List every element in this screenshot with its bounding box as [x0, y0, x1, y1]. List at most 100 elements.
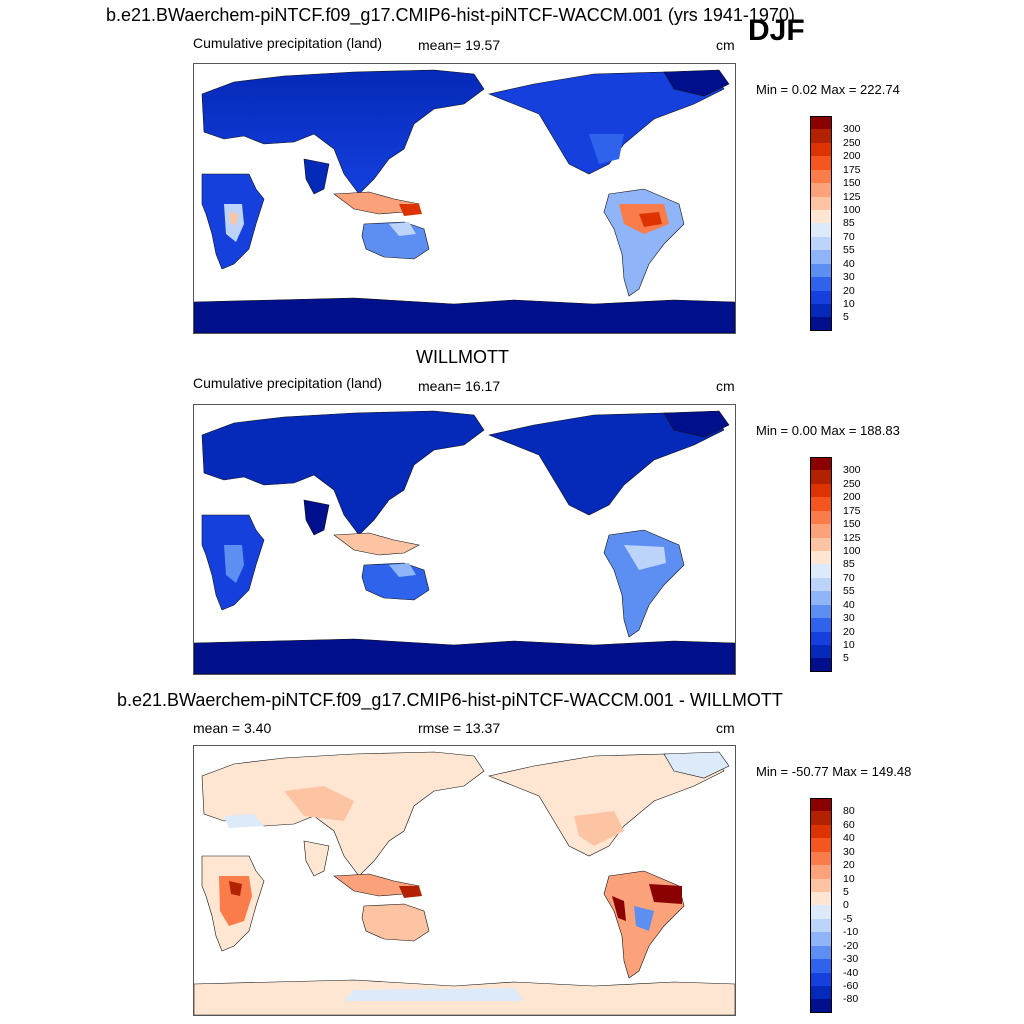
colorbar-tick-label: 5: [843, 886, 849, 898]
colorbar-cell: [810, 798, 832, 812]
colorbar-cell: [810, 878, 832, 892]
africa-peak-anomaly: [229, 881, 242, 896]
colorbar-tick-label: 300: [843, 123, 861, 136]
colorbar-cell: [810, 838, 832, 852]
colorbar-tick-label: 200: [843, 150, 861, 163]
colorbar-cell: [810, 591, 832, 605]
europe-anomaly: [224, 814, 264, 828]
brazil-peak-anomaly: [649, 884, 682, 904]
colorbar-cell: [810, 645, 832, 659]
colorbar-cell: [810, 524, 832, 538]
colorbar-tick-label: 10: [843, 639, 855, 652]
colorbar-cell: [810, 959, 832, 973]
colorbar-tick-label: 100: [843, 204, 861, 216]
colorbar-tick-label: -60: [843, 980, 859, 993]
colorbar-cell: [810, 824, 832, 839]
colorbar-cell: [810, 851, 832, 866]
colorbar-cell: [810, 196, 832, 210]
panel1-map: [193, 63, 736, 334]
colorbar-cell: [810, 945, 832, 960]
colorbar-tick-label: -30: [843, 953, 859, 966]
colorbar-cell: [810, 304, 832, 318]
colorbar-cell: [810, 317, 832, 331]
colorbar-cell: [810, 116, 832, 130]
colorbar-cell: [810, 142, 832, 157]
colorbar-cell: [810, 811, 832, 825]
north-america-anomaly: [574, 811, 624, 846]
colorbar-tick-label: -20: [843, 939, 859, 952]
colorbar-tick-label: 40: [843, 832, 855, 845]
colorbar-cell: [810, 483, 832, 498]
panel2-map-svg: [194, 410, 735, 674]
colorbar-tick-label: 5: [843, 652, 849, 665]
asia-anomaly: [284, 786, 354, 821]
colorbar-cell: [810, 470, 832, 484]
greenland-shape: [663, 751, 730, 779]
new-guinea-peak: [399, 204, 422, 216]
panel1-minmax: Min = 0.02 Max = 222.74: [756, 82, 900, 97]
colorbar-cell: [810, 551, 832, 565]
colorbar-tick-label: 30: [843, 845, 855, 858]
colorbar-tick-label: 200: [843, 491, 861, 504]
colorbar-cell: [810, 497, 832, 511]
panel3-mean: mean = 3.40: [193, 720, 272, 736]
colorbar-cell: [810, 999, 832, 1013]
colorbar-cell: [810, 183, 832, 197]
maritime-continent-shape: [333, 532, 420, 556]
panel1-variable-label: Cumulative precipitation (land): [193, 35, 383, 51]
colorbar-tick-label: 70: [843, 571, 855, 584]
colorbar-cell: [810, 236, 832, 251]
panel3-map-svg: [194, 751, 735, 1015]
season-label: DJF: [748, 14, 805, 47]
colorbar-cell: [810, 263, 832, 278]
colorbar-tick-label: 55: [843, 585, 855, 598]
antarctica-shape: [194, 297, 735, 333]
panel2-colorbar-frame: [810, 457, 832, 672]
panel2-units: cm: [716, 378, 735, 394]
panel2-mean: mean= 16.17: [418, 378, 501, 394]
colorbar-cell: [810, 604, 832, 619]
colorbar-tick-label: 175: [843, 504, 861, 517]
antarctica-shape: [194, 638, 735, 674]
panel1-colorbar-frame: [810, 116, 832, 331]
panel2-minmax: Min = 0.00 Max = 188.83: [756, 423, 900, 438]
colorbar-tick-label: -5: [843, 912, 853, 925]
colorbar-cell: [810, 457, 832, 471]
north-america-shape: [487, 412, 725, 516]
colorbar-tick-label: 5: [843, 311, 849, 324]
amazon-region: [624, 545, 666, 570]
colorbar-cell: [810, 932, 832, 946]
australia-north: [389, 222, 416, 236]
south-asia-shape: [303, 158, 330, 195]
colorbar-cell: [810, 156, 832, 170]
colorbar-cell: [810, 129, 832, 143]
colorbar-cell: [810, 577, 832, 592]
panel3-map: [193, 745, 736, 1016]
colorbar-cell: [810, 277, 832, 291]
australia-shape: [361, 903, 430, 942]
colorbar-tick-label: 60: [843, 818, 855, 831]
colorbar-cell: [810, 972, 832, 986]
colorbar-tick-label: 20: [843, 859, 855, 872]
colorbar-cell: [810, 905, 832, 919]
colorbar-tick-label: 30: [843, 271, 855, 284]
colorbar-tick-label: 20: [843, 284, 855, 297]
panel3-title: b.e21.BWaerchem-piNTCF.f09_g17.CMIP6-his…: [117, 690, 783, 710]
colorbar-tick-label: 100: [843, 545, 861, 557]
colorbar-tick-label: 70: [843, 230, 855, 243]
colorbar-cell: [810, 290, 832, 304]
andes-peak-anomaly: [612, 896, 626, 921]
africa-peak-region: [230, 212, 238, 226]
africa-anomaly: [219, 876, 252, 926]
colorbar-tick-label: 55: [843, 244, 855, 257]
colorbar-tick-label: -10: [843, 926, 859, 939]
panel3-minmax: Min = -50.77 Max = 149.48: [756, 764, 912, 779]
panel2-variable-label: Cumulative precipitation (land): [193, 375, 383, 391]
colorbar-cell: [810, 892, 832, 906]
colorbar-tick-label: 250: [843, 477, 861, 490]
colorbar-tick-label: 150: [843, 518, 861, 531]
north-america-east: [589, 134, 624, 164]
panel3-units: cm: [716, 720, 735, 736]
colorbar-cell: [810, 510, 832, 525]
colorbar-tick-label: 300: [843, 464, 861, 477]
